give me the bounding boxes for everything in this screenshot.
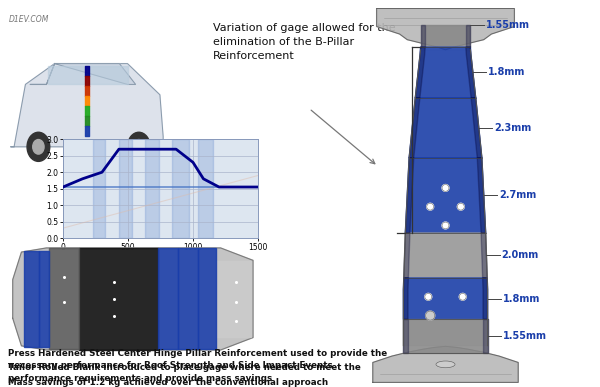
Polygon shape <box>13 248 253 350</box>
Circle shape <box>427 203 434 210</box>
Text: D1EV.COM: D1EV.COM <box>9 15 50 24</box>
Text: Press Hardened Steel Center Hinge Pillar Reinforcement used to provide the
neces: Press Hardened Steel Center Hinge Pillar… <box>8 349 387 370</box>
Circle shape <box>457 203 464 210</box>
Polygon shape <box>89 66 128 84</box>
Polygon shape <box>403 319 488 353</box>
Polygon shape <box>415 47 425 98</box>
Polygon shape <box>466 47 476 98</box>
Polygon shape <box>198 248 215 349</box>
Bar <box>198 139 212 238</box>
Polygon shape <box>39 251 49 347</box>
Polygon shape <box>404 233 487 278</box>
Polygon shape <box>48 66 85 84</box>
Circle shape <box>425 311 435 320</box>
Text: 2.0mm: 2.0mm <box>502 250 539 260</box>
Polygon shape <box>31 63 136 84</box>
Polygon shape <box>403 50 488 346</box>
Text: Tailor Rolled Blank introduced to place gage where needed to meet the
performanc: Tailor Rolled Blank introduced to place … <box>8 363 361 384</box>
Polygon shape <box>409 98 420 158</box>
Bar <box>93 139 104 238</box>
Text: Mass savings of 1.2 kg achieved over the conventional approach: Mass savings of 1.2 kg achieved over the… <box>8 378 328 387</box>
Polygon shape <box>482 278 488 319</box>
Polygon shape <box>403 319 408 353</box>
Polygon shape <box>377 9 514 50</box>
Polygon shape <box>215 261 251 337</box>
Polygon shape <box>409 98 482 158</box>
Text: 2.3mm: 2.3mm <box>494 123 532 133</box>
Polygon shape <box>421 25 470 47</box>
Text: 1.55mm: 1.55mm <box>503 331 547 341</box>
Polygon shape <box>421 25 425 47</box>
Bar <box>119 139 132 238</box>
Polygon shape <box>11 63 163 147</box>
Polygon shape <box>415 47 476 98</box>
Polygon shape <box>483 319 488 353</box>
Polygon shape <box>406 158 414 233</box>
Circle shape <box>133 140 145 154</box>
Polygon shape <box>477 158 485 233</box>
Bar <box>172 139 189 238</box>
Polygon shape <box>178 248 198 349</box>
Circle shape <box>442 185 449 191</box>
Polygon shape <box>466 25 470 47</box>
Polygon shape <box>471 98 482 158</box>
Circle shape <box>128 132 150 161</box>
Circle shape <box>442 222 449 229</box>
Polygon shape <box>373 346 518 382</box>
Polygon shape <box>49 248 79 349</box>
Circle shape <box>27 132 50 161</box>
Bar <box>145 139 159 238</box>
Ellipse shape <box>436 361 455 368</box>
Text: 1.8mm: 1.8mm <box>503 294 540 304</box>
Polygon shape <box>79 248 158 350</box>
Polygon shape <box>24 251 39 347</box>
Circle shape <box>459 293 466 300</box>
Circle shape <box>425 293 432 300</box>
Polygon shape <box>403 278 409 319</box>
Polygon shape <box>406 158 485 233</box>
Text: 1.8mm: 1.8mm <box>488 67 526 77</box>
Polygon shape <box>158 248 178 349</box>
Polygon shape <box>404 233 410 278</box>
Text: 1.55mm: 1.55mm <box>485 20 530 30</box>
Polygon shape <box>481 233 487 278</box>
Circle shape <box>33 140 44 154</box>
Text: 2.7mm: 2.7mm <box>499 190 536 200</box>
Text: Variation of gage allowed for the
elimination of the B-Pillar
Reinforcement: Variation of gage allowed for the elimin… <box>213 23 395 61</box>
Polygon shape <box>403 278 488 319</box>
